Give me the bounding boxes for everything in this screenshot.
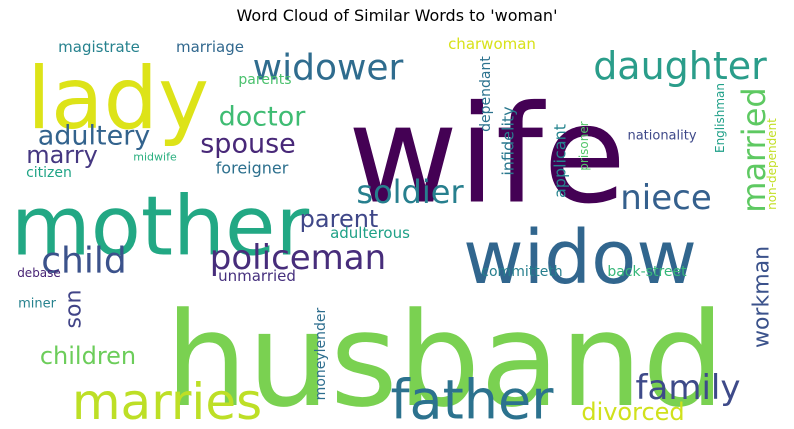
- word-married: married: [735, 87, 773, 212]
- word-adulterous: adulterous: [330, 224, 410, 242]
- word-miner: miner: [18, 297, 57, 312]
- word-magistrate: magistrate: [58, 38, 140, 56]
- chart-title: Word Cloud of Similar Words to 'woman': [236, 6, 558, 25]
- word-child: child: [41, 241, 126, 282]
- word-doctor: doctor: [219, 102, 307, 133]
- word-moneylender: moneylender: [313, 307, 329, 400]
- word-divorced: divorced: [581, 398, 684, 425]
- word-englishman: Englishman: [713, 83, 727, 153]
- word-adultery: adultery: [38, 121, 151, 152]
- word-children: children: [40, 342, 136, 370]
- word-daughter: daughter: [593, 44, 767, 88]
- word-husband: husband: [165, 284, 725, 425]
- word-family: family: [636, 368, 741, 408]
- word-marriage: marriage: [176, 38, 244, 56]
- word-committeth: committeth: [481, 264, 562, 280]
- word-prisoner: prisoner: [577, 121, 591, 170]
- word-son: son: [62, 290, 87, 329]
- word-marry: marry: [26, 141, 98, 169]
- word-charwoman: charwoman: [448, 35, 536, 53]
- word-foreigner: foreigner: [216, 159, 289, 178]
- word-unmarried: unmarried: [218, 267, 296, 285]
- word-nationality: nationality: [627, 129, 696, 144]
- word-debase: debase: [17, 266, 61, 280]
- cloud-background: [16, 35, 778, 425]
- word-applicant: applicant: [551, 124, 570, 198]
- word-mother: mother: [16, 180, 309, 275]
- word-soldier: soldier: [356, 173, 464, 211]
- word-midwife: midwife: [133, 151, 177, 164]
- word-citizen: citizen: [26, 165, 72, 181]
- word-lady: lady: [27, 49, 209, 149]
- word-father: father: [391, 369, 555, 426]
- word-workman: workman: [750, 246, 775, 348]
- word-marries: marries: [72, 373, 262, 425]
- word-niece: niece: [620, 178, 712, 218]
- word-widow: widow: [463, 215, 697, 301]
- word-parent: parent: [300, 205, 379, 233]
- word-policeman: policeman: [210, 238, 386, 278]
- word-parents: parents: [238, 72, 291, 88]
- word-back-street: back-street: [607, 264, 687, 280]
- word-widower: widower: [253, 48, 404, 89]
- word-non-dependent: non-dependent: [765, 118, 778, 210]
- word-infidelity: infidelity: [499, 106, 518, 175]
- word-dependant: dependant: [478, 56, 494, 132]
- word-wife: wife: [348, 77, 627, 234]
- word-spouse: spouse: [200, 129, 296, 160]
